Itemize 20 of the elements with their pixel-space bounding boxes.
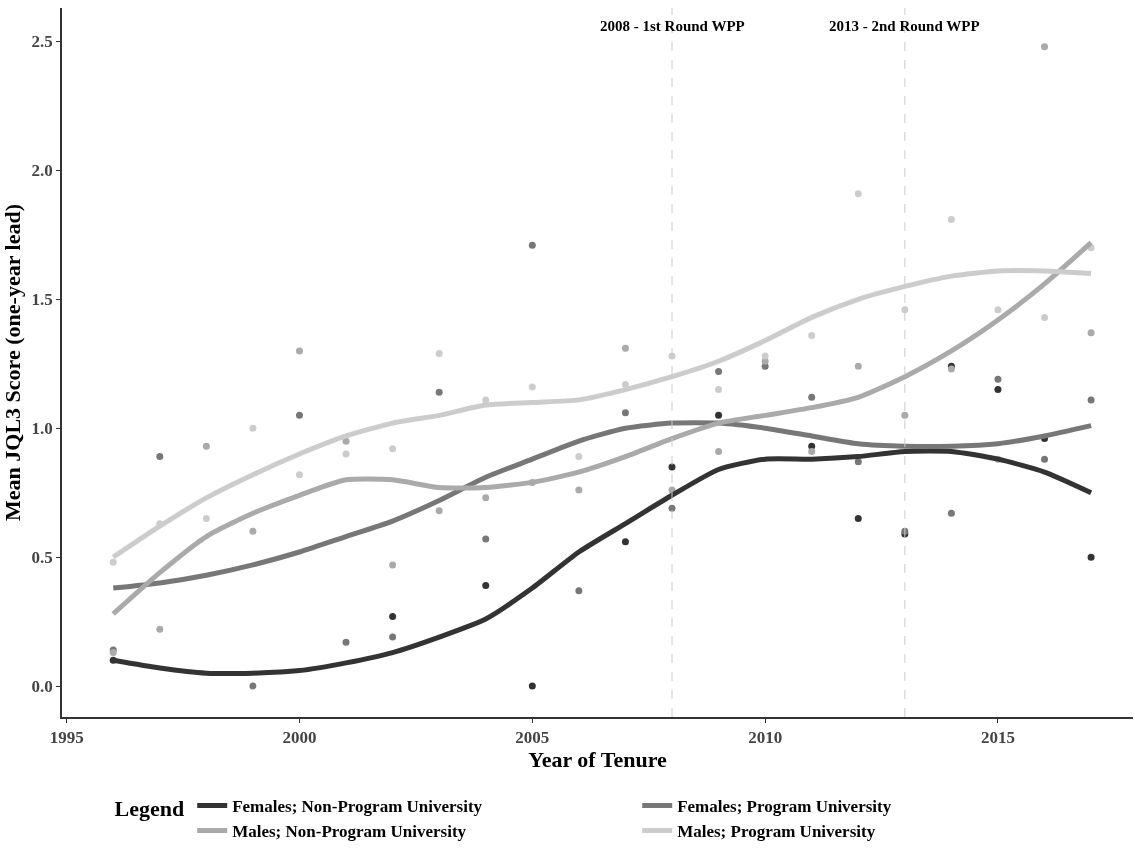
legend-title: Legend: [114, 796, 185, 822]
y-tick-label: 1.0: [31, 419, 53, 439]
ref-line-label: 2008 - 1st Round WPP: [600, 18, 745, 34]
legend-label: Females; Non-Program University: [232, 797, 483, 817]
x-tick-label: 2005: [515, 728, 550, 748]
x-axis-title: Year of Tenure: [528, 747, 667, 773]
x-tick-label: 1995: [49, 728, 84, 748]
ref-line-label: 2013 - 2nd Round WPP: [829, 18, 980, 34]
legend-label: Females; Program University: [677, 797, 892, 817]
y-tick-label: 0.0: [31, 677, 53, 697]
y-tick-label: 2.0: [31, 161, 53, 181]
y-axis-title: Mean JQL3 Score (one-year lead): [0, 204, 25, 521]
y-tick-label: 0.5: [31, 548, 53, 568]
x-tick-label: 2010: [748, 728, 783, 748]
x-tick-label: 2000: [282, 728, 317, 748]
x-tick-label: 2015: [980, 728, 1015, 748]
y-tick-label: 2.5: [31, 32, 53, 52]
y-tick-label: 1.5: [31, 290, 53, 310]
legend-label: Males; Non-Program University: [232, 822, 467, 842]
legend-label: Males; Program University: [677, 822, 876, 842]
